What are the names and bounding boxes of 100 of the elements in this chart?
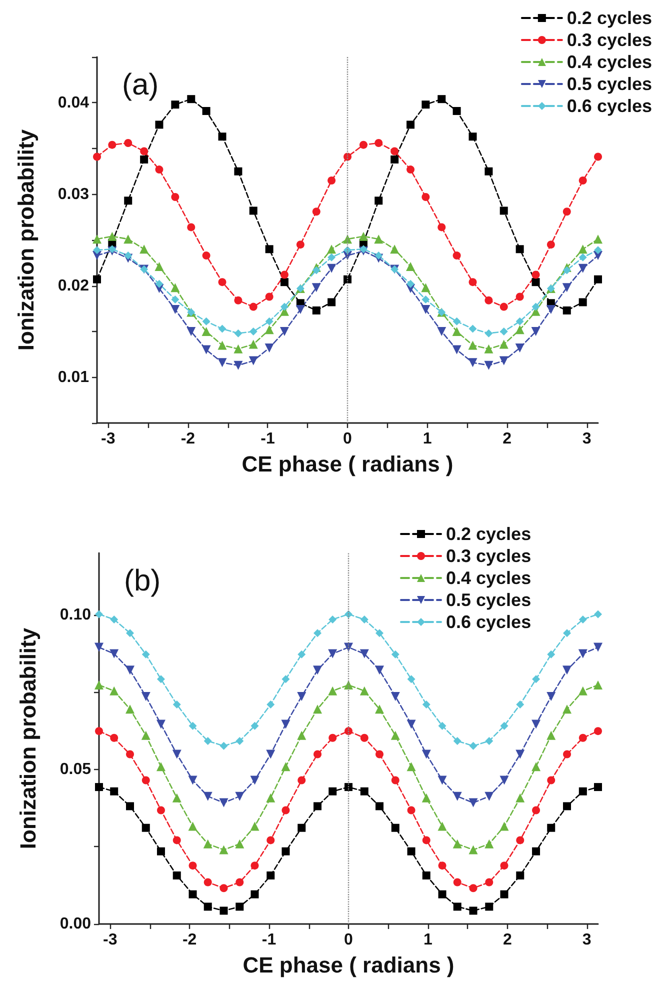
- point: [594, 783, 602, 792]
- point: [312, 266, 320, 274]
- point: [468, 340, 478, 350]
- point: [155, 280, 164, 288]
- point: [250, 890, 259, 898]
- point: [563, 629, 572, 638]
- point: [406, 166, 415, 174]
- point: [202, 317, 210, 326]
- point: [156, 720, 166, 729]
- point: [391, 824, 400, 832]
- point: [124, 196, 132, 205]
- point: [140, 155, 148, 164]
- point: [95, 727, 103, 736]
- point: [406, 120, 415, 129]
- point: [406, 762, 416, 772]
- point: [218, 324, 226, 333]
- point: [500, 302, 508, 311]
- point: [516, 317, 524, 326]
- point: [202, 106, 210, 115]
- point: [374, 666, 384, 675]
- point: [391, 776, 400, 784]
- point: [563, 750, 572, 758]
- point: [280, 270, 288, 279]
- x-tick-label: -2: [182, 932, 197, 948]
- point: [250, 776, 260, 785]
- point: [236, 902, 244, 911]
- point: [328, 649, 338, 658]
- point: [218, 132, 226, 141]
- y-tick-label: 0.04: [58, 94, 90, 112]
- point: [328, 176, 336, 185]
- point: [532, 806, 540, 814]
- point: [578, 787, 587, 796]
- y-tick-label: 0.01: [58, 368, 90, 386]
- point: [390, 155, 399, 164]
- point: [453, 902, 462, 911]
- x-tick-label: 3: [582, 932, 592, 948]
- point: [155, 166, 164, 174]
- point: [235, 792, 244, 801]
- point: [280, 302, 288, 311]
- point: [468, 278, 477, 286]
- point: [314, 629, 322, 638]
- point: [218, 278, 226, 286]
- point: [248, 340, 258, 349]
- point: [344, 727, 352, 736]
- point: [437, 327, 446, 336]
- point: [485, 902, 494, 911]
- point: [531, 327, 540, 336]
- point: [374, 234, 384, 244]
- point: [390, 730, 400, 740]
- point: [344, 152, 352, 161]
- point: [220, 742, 228, 750]
- point: [500, 206, 508, 215]
- point: [203, 839, 212, 848]
- point: [124, 252, 132, 260]
- point: [110, 615, 118, 624]
- point: [172, 836, 181, 844]
- point: [562, 283, 572, 292]
- point: [93, 246, 101, 254]
- point: [438, 722, 446, 730]
- point: [578, 264, 588, 273]
- point: [468, 845, 478, 854]
- point: [313, 704, 322, 714]
- point: [187, 95, 196, 104]
- point: [234, 167, 242, 176]
- point: [296, 240, 304, 249]
- point: [468, 358, 478, 368]
- point: [171, 100, 180, 109]
- point: [110, 686, 119, 696]
- point: [202, 345, 211, 354]
- point: [281, 720, 290, 729]
- point: [344, 642, 353, 652]
- point: [407, 675, 416, 684]
- point: [312, 283, 321, 292]
- point: [484, 344, 494, 354]
- point: [453, 878, 462, 886]
- point: [266, 793, 276, 802]
- point: [124, 139, 132, 148]
- point: [343, 234, 352, 244]
- point: [406, 262, 416, 272]
- point: [422, 836, 430, 844]
- point: [313, 666, 322, 675]
- legend-label: 0.5 cycles: [446, 590, 532, 610]
- point: [578, 686, 588, 696]
- point: [578, 615, 587, 624]
- point: [95, 783, 103, 792]
- point: [172, 793, 182, 802]
- point: [188, 862, 197, 870]
- point: [452, 327, 462, 336]
- point: [264, 325, 274, 334]
- legend-label: 0.6 cycles: [566, 96, 652, 116]
- point: [422, 750, 431, 759]
- point: [468, 798, 478, 808]
- point: [202, 327, 211, 336]
- point: [266, 750, 276, 759]
- point: [108, 140, 116, 149]
- x-tick-label: -1: [260, 430, 275, 448]
- point: [188, 822, 198, 831]
- point: [126, 750, 134, 758]
- point: [360, 686, 369, 696]
- point: [485, 736, 494, 745]
